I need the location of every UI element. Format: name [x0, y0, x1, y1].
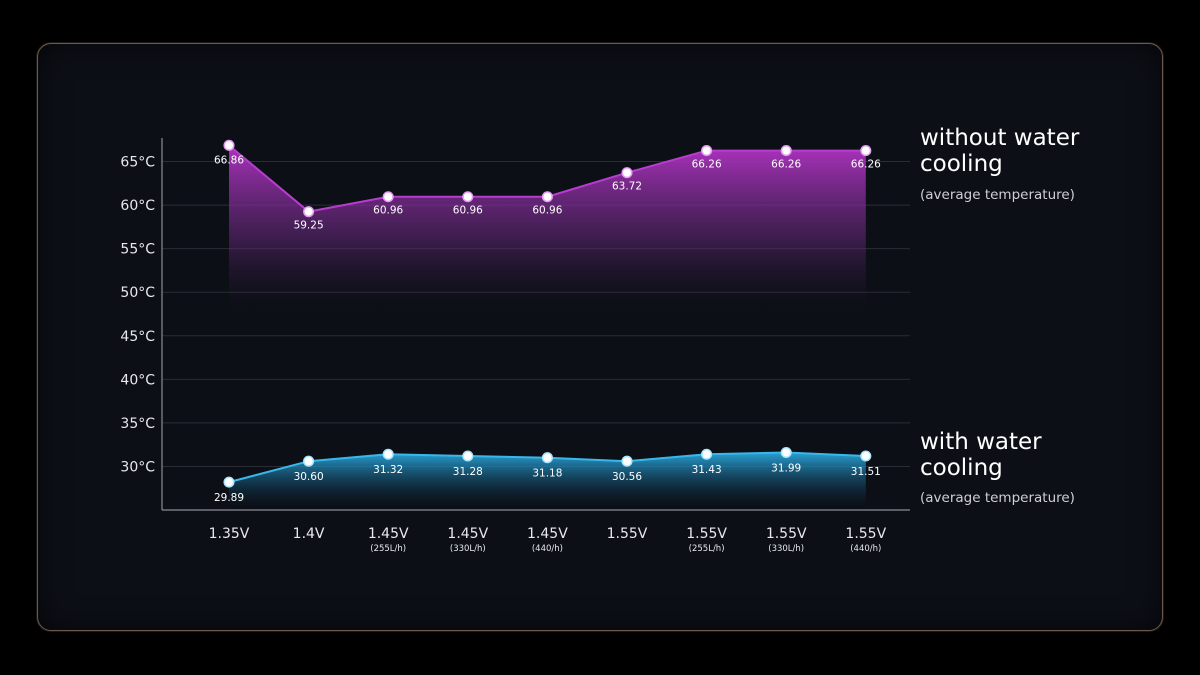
- legend-series-2-note: (average temperature): [920, 490, 1075, 506]
- data-point: [303, 206, 315, 218]
- x-tick-label: 1.55V: [607, 526, 648, 542]
- x-tick-sublabel: (440/h): [532, 544, 563, 554]
- y-tick-label: 60°C: [120, 198, 155, 214]
- legend-series-1-line-2: cooling: [920, 151, 1003, 177]
- y-tick-label: 65°C: [120, 155, 155, 171]
- x-tick-sublabel: (255L/h): [370, 544, 406, 554]
- y-tick-label: 30°C: [120, 459, 155, 475]
- data-point: [462, 191, 474, 203]
- data-label: 30.56: [612, 471, 642, 483]
- x-tick-label: 1.55V: [686, 526, 727, 542]
- x-tick-sublabel: (440/h): [850, 544, 881, 554]
- series-areas: [228, 144, 866, 505]
- data-label: 31.43: [692, 464, 722, 476]
- data-label: 60.96: [373, 205, 403, 217]
- data-label: 31.51: [851, 466, 881, 478]
- data-point: [541, 191, 553, 203]
- data-point: [382, 448, 394, 460]
- data-label: 63.72: [612, 181, 642, 193]
- data-label: 59.25: [294, 220, 324, 232]
- legend: without water cooling (average temperatu…: [920, 125, 1080, 506]
- data-label: 60.96: [453, 205, 483, 217]
- data-point: [621, 167, 633, 179]
- series-area-1: [229, 145, 866, 310]
- series-area-2: [229, 452, 866, 505]
- data-label: 31.18: [532, 468, 562, 480]
- y-tick-label: 35°C: [120, 416, 155, 432]
- x-tick-sublabel: (330L/h): [450, 544, 486, 554]
- data-point: [223, 476, 235, 488]
- data-label: 31.99: [771, 463, 801, 475]
- x-tick-label: 1.45V: [368, 526, 409, 542]
- data-point: [621, 455, 633, 467]
- data-point: [382, 191, 394, 203]
- data-point: [780, 145, 792, 157]
- data-label: 29.89: [214, 492, 244, 504]
- series-points: 66.86 59.25 60.96 60.96 60.96 63.72 66.26 66.26…: [214, 139, 881, 504]
- y-axis-labels: 30°C 35°C 40°C 45°C 50°C 55°C 60°C 65°C: [120, 155, 155, 476]
- data-point: [223, 139, 235, 151]
- x-tick-label: 1.55V: [845, 526, 886, 542]
- chart-panel: [37, 43, 1163, 631]
- legend-series-2-line-2: cooling: [920, 455, 1003, 481]
- x-tick-sublabel: (330L/h): [768, 544, 804, 554]
- data-point: [303, 455, 315, 467]
- axes: [161, 138, 910, 511]
- data-point: [780, 446, 792, 459]
- x-tick-label: 1.4V: [293, 526, 325, 542]
- data-point: [860, 450, 872, 462]
- data-point: [860, 145, 872, 157]
- legend-series-1-note: (average temperature): [920, 187, 1075, 203]
- x-tick-label: 1.45V: [527, 526, 568, 542]
- data-point: [701, 145, 713, 157]
- data-point: [701, 448, 713, 460]
- data-label: 66.86: [214, 154, 244, 166]
- data-label: 30.60: [294, 471, 324, 483]
- data-label: 31.28: [453, 466, 483, 478]
- y-tick-label: 50°C: [120, 285, 155, 301]
- y-tick-label: 40°C: [120, 372, 155, 388]
- data-label: 31.32: [373, 464, 403, 476]
- data-point: [541, 452, 553, 464]
- data-label: 66.26: [771, 159, 801, 171]
- x-tick-sublabel: (255L/h): [689, 544, 725, 554]
- x-axis-labels: 1.35V 1.4V 1.45V (255L/h) 1.45V (330L/h) 1.45V…: [209, 526, 887, 554]
- data-point: [462, 450, 474, 462]
- x-tick-label: 1.45V: [447, 526, 488, 542]
- y-tick-label: 45°C: [120, 329, 155, 345]
- x-tick-label: 1.35V: [209, 526, 250, 542]
- data-label: 66.26: [692, 159, 722, 171]
- x-tick-label: 1.55V: [766, 526, 807, 542]
- legend-series-1-line-1: without water: [920, 125, 1080, 151]
- data-label: 60.96: [532, 205, 562, 217]
- y-tick-label: 55°C: [120, 242, 155, 258]
- data-label: 66.26: [851, 159, 881, 171]
- legend-series-2-line-1: with water: [920, 429, 1042, 455]
